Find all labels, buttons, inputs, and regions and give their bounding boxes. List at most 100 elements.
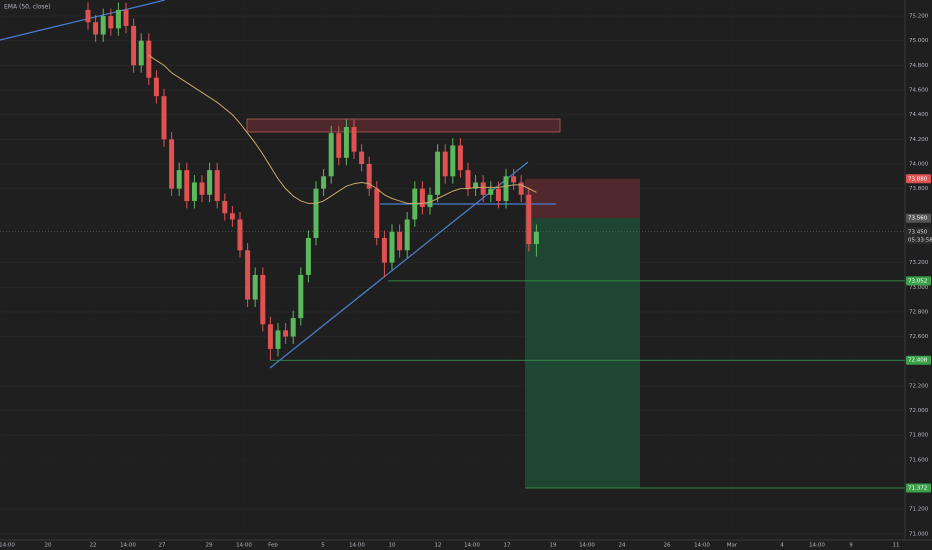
x-tick-label: 4 (780, 543, 784, 549)
candle-body (267, 324, 273, 349)
price-tag-label: 73.052 (908, 278, 927, 284)
candle-body (511, 176, 517, 183)
candle-body (518, 182, 524, 195)
target-zone (525, 218, 640, 488)
candle-body (397, 231, 403, 251)
x-tick-label: 24 (619, 543, 626, 549)
candle-body (404, 219, 410, 251)
candle-body (237, 219, 243, 251)
y-tick-label: 75.000 (909, 38, 929, 44)
candle-body (123, 9, 129, 26)
x-tick-label: 12 (435, 543, 442, 549)
candle-body (442, 151, 448, 177)
y-tick-label: 75.200 (909, 14, 929, 20)
legend: EMA (50, close) (4, 4, 51, 11)
candle-body (115, 9, 121, 29)
x-tick-label: 14:00 (464, 543, 480, 549)
candle-body (480, 182, 486, 195)
candle-body (260, 274, 266, 325)
candle-body (275, 330, 281, 349)
candle-body (495, 188, 501, 201)
candle-body (412, 188, 418, 220)
price-tag (906, 213, 931, 223)
candle-body (473, 182, 479, 189)
candle-body (343, 126, 349, 158)
candle-body (533, 231, 539, 245)
x-tick-label: Mar (727, 543, 738, 549)
y-tick-label: 74.400 (909, 112, 929, 118)
x-tick-label: 27 (159, 543, 166, 549)
ema-line (148, 55, 537, 204)
y-tick-label: 71.800 (909, 433, 929, 439)
x-tick-label: 22 (90, 543, 97, 549)
price-tag (906, 227, 931, 245)
candle-body (488, 188, 494, 195)
x-tick-label: 26 (664, 543, 671, 549)
candle-body (252, 274, 258, 300)
x-tick-label: 14:00 (236, 543, 252, 549)
candle-body (283, 330, 289, 337)
price-tag-label: 73.450 (908, 229, 928, 235)
candle-body (199, 182, 205, 195)
x-tick-label: 19 (550, 543, 557, 549)
price-tag (906, 276, 931, 286)
candle-body (245, 250, 251, 300)
x-tick-label: 17 (504, 543, 511, 549)
x-tick-label: 14:00 (809, 543, 825, 549)
candle-body (161, 96, 167, 140)
candle-body (359, 151, 365, 164)
price-tag (906, 355, 931, 365)
candle-body (328, 133, 334, 177)
x-tick-label: 29 (206, 543, 213, 549)
candle-body (207, 170, 213, 195)
x-tick-label: 14:00 (120, 543, 136, 549)
price-tag (906, 483, 931, 493)
y-tick-label: 72.600 (909, 334, 929, 340)
candle-body (313, 188, 319, 238)
price-tag-label: 73.560 (908, 216, 928, 222)
candle-body (305, 237, 311, 275)
candle-body (169, 139, 175, 189)
x-tick-label: 5 (321, 543, 325, 549)
y-tick-label: 72.000 (909, 408, 929, 414)
y-tick-label: 74.000 (909, 161, 929, 167)
x-tick-label: 10 (389, 543, 396, 549)
candle-body (381, 237, 387, 263)
x-tick-label: 14:00 (349, 543, 365, 549)
x-tick-label: 9 (849, 543, 853, 549)
candle-body (85, 9, 91, 23)
candle-body (450, 145, 456, 177)
candle-body (108, 16, 114, 29)
candle-body (526, 194, 532, 245)
candle-body (374, 188, 380, 238)
y-tick-label: 74.200 (909, 137, 929, 143)
y-tick-label: 74.800 (909, 63, 929, 69)
y-tick-label: 72.800 (909, 309, 929, 315)
x-tick-label: 20 (45, 543, 52, 549)
y-tick-label: 73.800 (909, 186, 929, 192)
candle-body (222, 200, 228, 214)
candle-body (419, 188, 425, 208)
y-tick-label: 71.000 (909, 531, 929, 537)
candle-body (138, 40, 144, 66)
candle-body (146, 40, 152, 78)
candle-body (153, 77, 159, 97)
x-tick-label: 14:00 (694, 543, 710, 549)
candle-body (427, 194, 433, 208)
price-tag-label: 72.408 (908, 358, 928, 364)
candle-body (214, 170, 220, 201)
resistance-zone (246, 118, 561, 133)
price-tag-label: 71.372 (908, 485, 927, 491)
x-tick-label: 11 (893, 543, 900, 549)
countdown: 05:33:58 (908, 237, 932, 243)
candle-body (336, 133, 342, 158)
y-tick-label: 72.200 (909, 383, 929, 389)
candle-body (191, 182, 197, 201)
candle-body (176, 170, 182, 189)
candle-body (298, 274, 304, 319)
candle-body (366, 163, 372, 189)
candle-body (100, 16, 106, 35)
candle-body (93, 22, 99, 35)
